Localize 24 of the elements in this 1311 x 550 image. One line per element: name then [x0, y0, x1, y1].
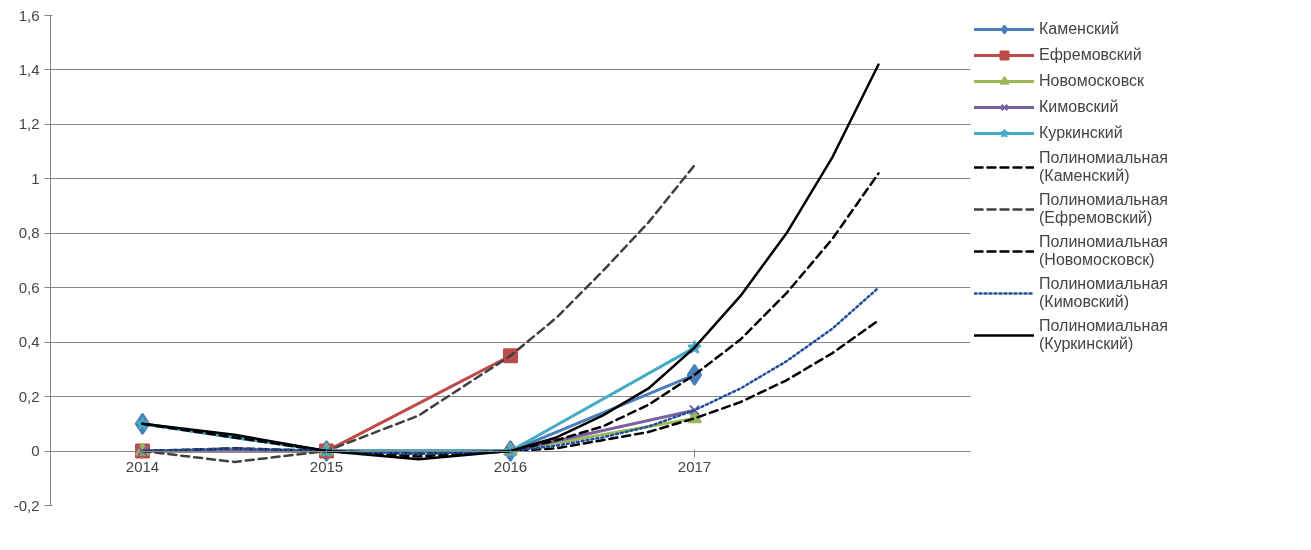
y-tick-label: 0,8: [18, 224, 40, 242]
y-tick-label: -0,2: [13, 496, 40, 514]
legend-label: Куркинский: [1039, 123, 1123, 143]
y-tick-label: 0,6: [18, 278, 40, 296]
y-tick-label: 0,2: [18, 387, 40, 405]
legend-label: Полиномиальная (Кимовский): [1039, 275, 1168, 311]
y-tick-label: 0: [31, 442, 40, 460]
y-tick-label: 0,4: [18, 333, 40, 351]
y-tick-label: 1,2: [18, 115, 40, 133]
y-tick-label: 1,6: [18, 6, 40, 24]
x-tick-label: 2014: [125, 458, 160, 476]
legend-label: Полиномиальная (Каменский): [1039, 149, 1168, 185]
legend-label: Новомосковск: [1039, 71, 1144, 91]
legend-label: Ефремовский: [1039, 45, 1142, 65]
x-tick-label: 2016: [493, 458, 528, 476]
legend-label: Полиномиальная (Новомосковск): [1039, 233, 1168, 269]
legend-label: Кимовский: [1039, 97, 1119, 117]
legend-label: Полиномиальная (Ефремовский): [1039, 191, 1168, 227]
x-tick-label: 2015: [309, 458, 344, 476]
legend-label: Полиномиальная (Куркинский): [1039, 317, 1168, 353]
y-tick-label: 1,4: [18, 60, 40, 78]
y-tick-label: 1: [31, 169, 40, 187]
legend-label: Каменский: [1039, 19, 1119, 39]
x-tick-label: 2017: [677, 458, 712, 476]
